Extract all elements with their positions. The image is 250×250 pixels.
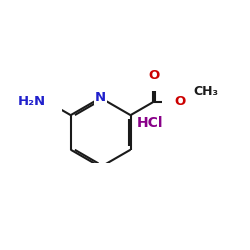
Text: O: O <box>148 69 160 82</box>
Text: O: O <box>174 95 186 108</box>
Text: H₂N: H₂N <box>18 95 46 108</box>
Text: HCl: HCl <box>137 116 164 130</box>
Text: CH₃: CH₃ <box>193 85 218 98</box>
Text: N: N <box>95 91 106 104</box>
